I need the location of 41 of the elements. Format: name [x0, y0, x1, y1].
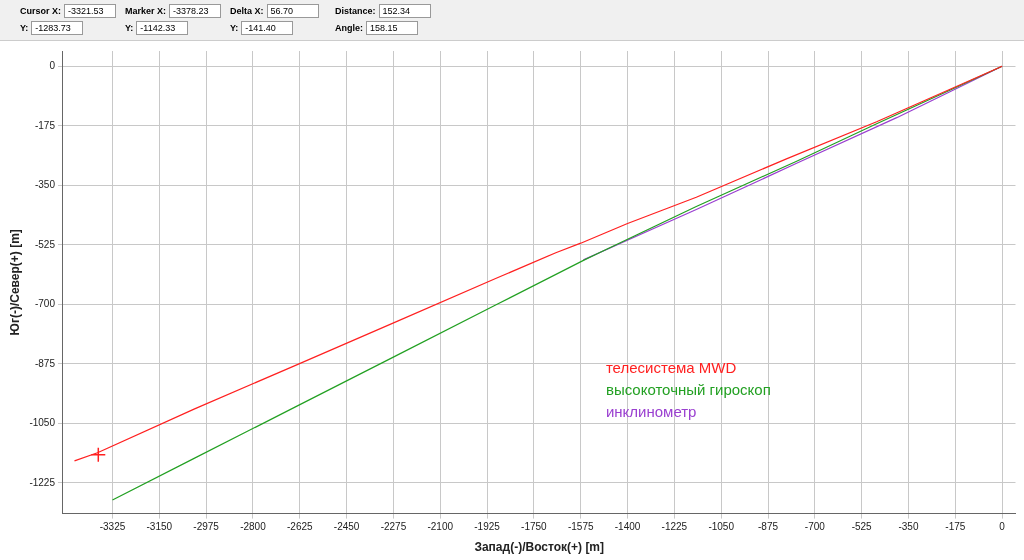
- y-axis-title: Юг(-)/Север(+) [m]: [7, 229, 22, 336]
- x-tick-label: -2975: [193, 521, 220, 533]
- x-tick-label: -525: [851, 521, 873, 533]
- text: инклинометр: [605, 402, 697, 420]
- x-tick-label: -1225: [661, 521, 688, 533]
- x-tick-label: -3325: [99, 521, 126, 533]
- y-tick-label: -1050: [29, 417, 56, 429]
- x-tick-label: -875: [758, 521, 779, 533]
- x-tick-label: -350: [898, 521, 919, 533]
- text: телесистема MWD: [605, 358, 737, 376]
- y-tick-label: -875: [34, 357, 56, 369]
- x-tick-label: -2800: [240, 521, 267, 533]
- x-tick-label: -2450: [333, 521, 360, 533]
- text: Y: -1142.33: [125, 22, 177, 35]
- text: высокоточный гироскоп: [605, 380, 771, 398]
- y-tick-label: -700: [34, 298, 56, 310]
- y-tick-label: -175: [34, 119, 56, 131]
- y-tick-label: 0: [49, 60, 56, 72]
- x-tick-label: -1400: [614, 521, 641, 533]
- text: Marker X: -3378.23: [125, 5, 210, 18]
- text: Y: -1283.73: [20, 22, 72, 35]
- x-tick-label: -700: [804, 521, 826, 533]
- x-axis-title: Запад(-)/Восток(+) [m]: [474, 540, 605, 555]
- x-tick-label: -3150: [146, 521, 173, 533]
- text: Distance: 152.34: [335, 5, 412, 18]
- y-tick-label: -350: [34, 179, 56, 191]
- text: Cursor X: -3321.53: [20, 5, 105, 18]
- x-tick-label: 0: [999, 521, 1006, 533]
- x-tick-label: -2275: [380, 521, 407, 533]
- y-tick-label: -525: [34, 238, 56, 250]
- y-tick-label: -1225: [29, 476, 56, 488]
- x-tick-label: -1575: [567, 521, 594, 533]
- text: Y: -141.40: [230, 22, 277, 35]
- x-tick-label: -1925: [474, 521, 501, 533]
- text: Angle: 158.15: [335, 22, 399, 35]
- x-tick-label: -2625: [286, 521, 313, 533]
- x-tick-label: -2100: [427, 521, 454, 533]
- x-tick-label: -175: [945, 521, 966, 533]
- x-tick-label: -1050: [708, 521, 735, 533]
- text: Delta X: 56.70: [230, 5, 295, 18]
- x-tick-label: -1750: [521, 521, 548, 533]
